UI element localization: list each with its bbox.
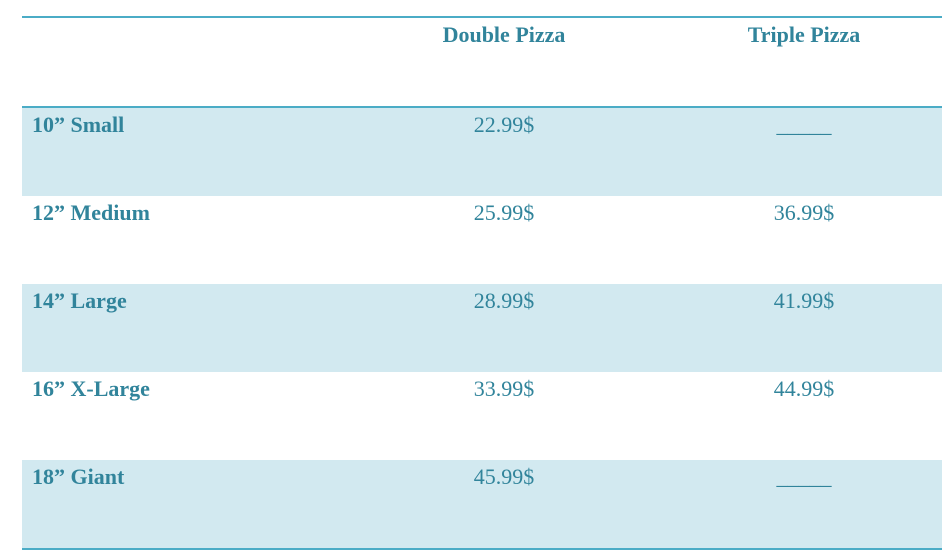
price-cell: 44.99$ bbox=[773, 376, 835, 401]
row-label: 14” Large bbox=[22, 284, 342, 372]
table-row: 16” X-Large 33.99$ 44.99$ bbox=[22, 372, 942, 460]
table-body: 10” Small 22.99$ _____ 12” Medium 25.99$ 36.9… bbox=[22, 107, 942, 549]
table-row: 12” Medium 25.99$ 36.99$ bbox=[22, 196, 942, 284]
table-row: 14” Large 28.99$ 41.99$ bbox=[22, 284, 942, 372]
price-cell: 33.99$ bbox=[473, 376, 535, 401]
header-cell: Triple Pizza bbox=[747, 22, 861, 47]
price-cell: 45.99$ bbox=[342, 460, 666, 549]
header-cell bbox=[22, 17, 342, 107]
price-cell: _____ bbox=[666, 107, 942, 196]
price-cell: 22.99$ bbox=[342, 107, 666, 196]
price-cell: 36.99$ bbox=[773, 200, 835, 225]
price-table: Double Pizza Triple Pizza 10” Small 22.99$… bbox=[22, 16, 942, 550]
row-label: 10” Small bbox=[22, 107, 342, 196]
header-row: Double Pizza Triple Pizza bbox=[22, 17, 942, 107]
row-label: 18” Giant bbox=[22, 460, 342, 549]
price-cell: 41.99$ bbox=[666, 284, 942, 372]
table-row: 18” Giant 45.99$ _____ bbox=[22, 460, 942, 549]
row-label: 16” X-Large bbox=[32, 376, 150, 401]
row-label: 12” Medium bbox=[32, 200, 150, 225]
price-cell: 25.99$ bbox=[473, 200, 535, 225]
price-cell: _____ bbox=[666, 460, 942, 549]
table-row: 10” Small 22.99$ _____ bbox=[22, 107, 942, 196]
header-cell: Double Pizza bbox=[442, 22, 566, 47]
price-cell: 28.99$ bbox=[342, 284, 666, 372]
